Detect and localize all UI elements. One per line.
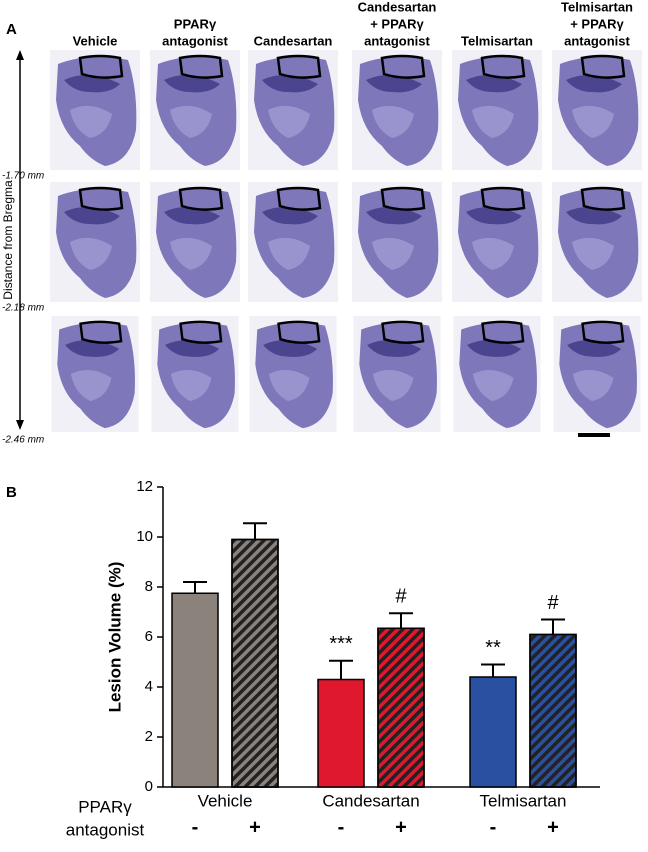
row-distance: -2.46 mm [2,435,44,446]
brain-image [150,182,240,302]
row-label: antagonist [66,820,145,839]
brain-image [50,316,140,432]
brain-image [150,50,240,170]
brain-image [552,50,642,170]
y-tick-label: 0 [145,778,153,795]
row-label: PPARγ [78,797,132,816]
category-label: - [338,816,345,838]
bar-hatch [529,633,577,788]
column-header: antagonist [564,33,630,48]
y-tick-label: 10 [136,528,153,545]
y-tick-label: 2 [145,728,153,745]
y-tick-label: 4 [145,678,153,695]
column-header: Candesartan [254,33,333,48]
brain-image [248,182,338,302]
category-label: + [249,816,261,838]
brain-image [50,182,140,302]
column-header: Telmisartan [461,33,533,48]
group-label: Telmisartan [480,791,567,810]
brain-image [352,182,442,302]
column-header: antagonist [364,33,430,48]
y-tick-label: 12 [136,478,153,495]
row-distance: -2.18 mm [2,303,44,314]
bar-hatch [231,538,279,788]
bar [317,678,365,788]
significance: # [395,586,407,608]
panel-label: A [6,21,17,38]
column-header: PPARγ [174,16,217,31]
bar-hatch [377,627,425,788]
brain-image [452,50,542,170]
column-header: Candesartan [358,0,437,14]
category-label: - [490,816,497,838]
brain-image [552,316,642,432]
brain-image [352,316,442,432]
column-header: antagonist [162,33,228,48]
column-header: + PPARγ [370,16,424,31]
category-label: - [192,816,199,838]
brain-image [552,182,642,302]
brain-image [50,50,140,170]
column-header: + PPARγ [570,16,624,31]
significance: ** [485,637,501,659]
bar [171,592,219,788]
brain-image [248,316,338,432]
brain-image [452,316,542,432]
brain-images [50,50,642,432]
category-label: + [547,816,559,838]
panel-label: B [6,484,17,501]
group-label: Candesartan [322,791,419,810]
bar [469,676,517,788]
y-tick-label: 8 [145,578,153,595]
category-label: + [395,816,407,838]
brain-image [452,182,542,302]
significance: # [547,592,559,614]
brain-image [352,50,442,170]
significance: *** [329,633,353,655]
row-distance: -1.70 mm [2,171,44,182]
column-header: Telmisartan [561,0,633,14]
column-header: Vehicle [73,33,118,48]
brain-image [248,50,338,170]
group-label: Vehicle [198,791,253,810]
y-axis-label: Lesion Volume (%) [105,562,124,713]
axis-label: Distance from Bregma [1,180,15,300]
y-tick-label: 6 [145,628,153,645]
brain-image [150,316,240,432]
scale-bar [578,433,610,437]
